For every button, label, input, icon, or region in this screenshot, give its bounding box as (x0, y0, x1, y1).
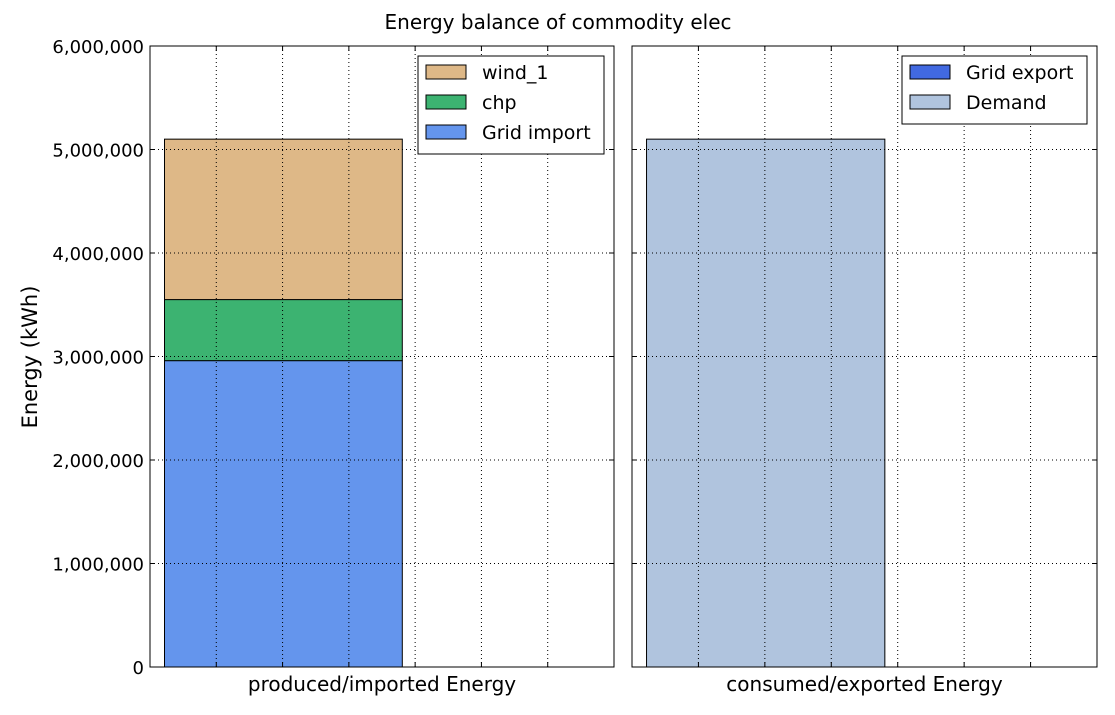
legend-swatch (425, 124, 467, 140)
x-axis-label: produced/imported Energy (248, 672, 516, 696)
legend-label: Grid export (966, 62, 1073, 84)
legend-label: chp (482, 92, 517, 114)
chart-title: Energy balance of commodity elec (385, 10, 732, 34)
y-axis-label: Energy (kWh) (18, 286, 42, 429)
bar-segment-chp (164, 299, 403, 362)
bar-segment-grid-import (164, 360, 403, 668)
panel-1: 0 1,000,000 2,000,000 3,000,000 4,000,000 5,0… (52, 37, 615, 696)
legend-swatch (909, 94, 951, 110)
chart-panels: 0 1,000,000 2,000,000 3,000,000 4,000,000 5,0… (52, 37, 1098, 696)
bar-segment-demand (646, 138, 886, 668)
panel-2: consumed/exported Energy Grid export Deman… (631, 45, 1098, 696)
legend-swatch (425, 94, 467, 110)
y-tick-label: 3,000,000 (52, 348, 144, 369)
y-tick-label: 2,000,000 (52, 451, 144, 472)
y-tick-label: 5,000,000 (52, 141, 144, 162)
legend-swatch (909, 64, 951, 80)
x-axis-label: consumed/exported Energy (726, 672, 1003, 696)
legend-swatch (425, 64, 467, 80)
legend-label: Demand (966, 92, 1047, 114)
legend-label: Grid import (482, 122, 591, 144)
y-tick-label: 1,000,000 (52, 555, 144, 576)
legend: Grid export Demand (901, 55, 1088, 125)
bar-segment-wind-1 (164, 138, 403, 301)
y-tick-label: 6,000,000 (52, 37, 144, 58)
plot-frame (149, 45, 615, 668)
y-tick-label: 4,000,000 (52, 244, 144, 265)
plot-frame (631, 45, 1098, 668)
legend-label: wind_1 (482, 62, 549, 84)
y-tick-label: 0 (133, 658, 144, 679)
